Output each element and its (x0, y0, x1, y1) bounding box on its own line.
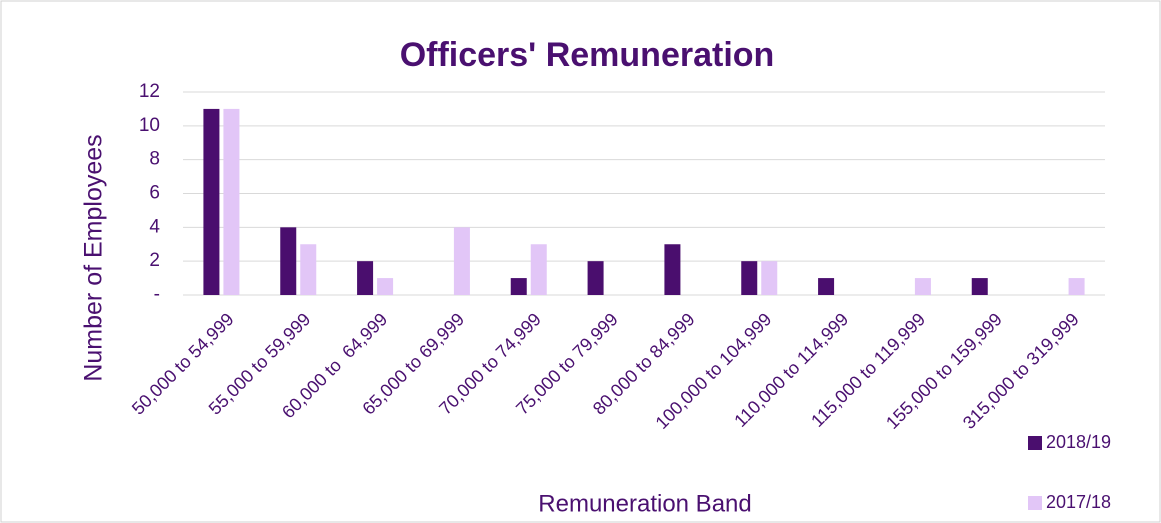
bar (377, 278, 394, 295)
legend-label: 2017/18 (1046, 492, 1111, 512)
y-axis-label: Number of Employees (80, 134, 108, 381)
y-tick-label: 12 (139, 81, 160, 102)
legend-swatch (1028, 436, 1042, 450)
x-axis-label: Remuneration Band (538, 490, 751, 517)
bar (453, 227, 470, 295)
bar (1068, 278, 1085, 295)
bar (818, 278, 835, 295)
bar (357, 261, 374, 295)
bar (761, 261, 778, 295)
bar (914, 278, 931, 295)
chart-title: Officers' Remuneration (400, 36, 775, 74)
bar (280, 227, 297, 295)
bar (203, 108, 220, 296)
y-tick-label: 4 (149, 216, 160, 237)
y-tick-label: - (154, 284, 160, 305)
bar (300, 244, 317, 295)
y-tick-label: 2 (149, 250, 160, 271)
bar (530, 244, 547, 295)
y-tick-label: 8 (149, 149, 160, 170)
bar (664, 244, 681, 295)
legend-label: 2018/19 (1046, 432, 1111, 452)
bar (510, 278, 527, 295)
y-tick-label: 10 (139, 115, 160, 136)
bar (741, 261, 758, 295)
bar (971, 278, 988, 295)
y-tick-label: 6 (149, 183, 160, 204)
bar (587, 261, 604, 295)
legend-swatch (1028, 496, 1042, 510)
bar (223, 108, 240, 296)
